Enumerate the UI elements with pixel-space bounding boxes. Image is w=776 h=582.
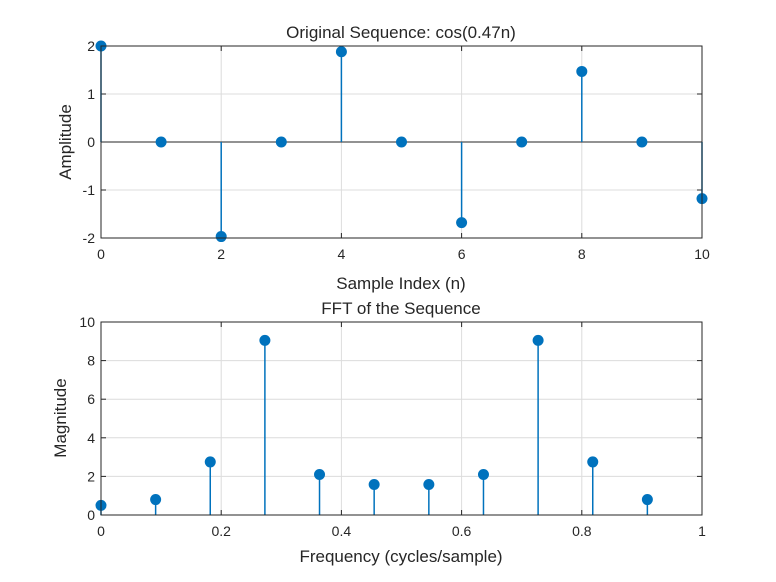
axes-box	[100, 45, 703, 239]
stem-marker	[477, 468, 489, 480]
x-tick-label: 10	[694, 246, 710, 262]
x-tick-label: 2	[217, 246, 225, 262]
stem-marker	[516, 136, 528, 148]
chart-title: Original Sequence: cos(0.47n)	[286, 23, 516, 42]
x-tick-label: 0.6	[452, 523, 472, 539]
stem-marker	[456, 217, 468, 229]
plot-original-sequence: Original Sequence: cos(0.47n) Sample Ind…	[56, 23, 710, 293]
stem-marker	[636, 136, 648, 148]
stem-marker	[368, 479, 380, 491]
grid	[100, 321, 703, 516]
stem-marker	[532, 334, 544, 346]
stem-marker	[204, 456, 216, 468]
x-tick-label: 8	[578, 246, 586, 262]
y-tick-label: 2	[87, 38, 95, 54]
stem-marker	[150, 494, 162, 506]
stem-marker	[576, 65, 588, 77]
x-tick-label: 6	[458, 246, 466, 262]
x-tick-label: 0.4	[332, 523, 352, 539]
stem-marker	[259, 334, 271, 346]
x-tick-label: 0	[97, 246, 105, 262]
stem-marker	[423, 479, 435, 491]
stem-marker	[335, 46, 347, 58]
stem-marker	[314, 468, 326, 480]
stem-marker	[641, 494, 653, 506]
x-tick-label: 0.8	[572, 523, 592, 539]
y-tick-label: 0	[87, 134, 95, 150]
plot-fft: FFT of the Sequence Frequency (cycles/sa…	[51, 299, 706, 566]
y-tick-label: 2	[87, 468, 95, 484]
y-axis-label: Magnitude	[51, 378, 70, 457]
x-tick-label: 4	[338, 246, 346, 262]
y-tick-label: -2	[83, 230, 96, 246]
chart-title: FFT of the Sequence	[321, 299, 480, 318]
x-tick-label: 1	[698, 523, 706, 539]
x-tick-label: 0	[97, 523, 105, 539]
y-axis-label: Amplitude	[56, 104, 75, 180]
stem-marker	[215, 231, 227, 243]
axes-box	[100, 321, 703, 516]
y-tick-label: 10	[79, 314, 95, 330]
x-axis-label: Sample Index (n)	[336, 274, 465, 293]
y-tick-label: 4	[87, 430, 95, 446]
y-tick-label: 6	[87, 391, 95, 407]
stem-marker	[275, 136, 287, 148]
y-tick-label: 1	[87, 86, 95, 102]
y-tick-label: 8	[87, 353, 95, 369]
x-axis-label: Frequency (cycles/sample)	[299, 547, 502, 566]
y-tick-label: 0	[87, 507, 95, 523]
x-tick-label: 0.2	[211, 523, 231, 539]
y-tick-label: -1	[83, 182, 96, 198]
stem-marker	[396, 136, 407, 148]
stem-marker	[155, 136, 167, 148]
stem-marker	[587, 456, 599, 468]
